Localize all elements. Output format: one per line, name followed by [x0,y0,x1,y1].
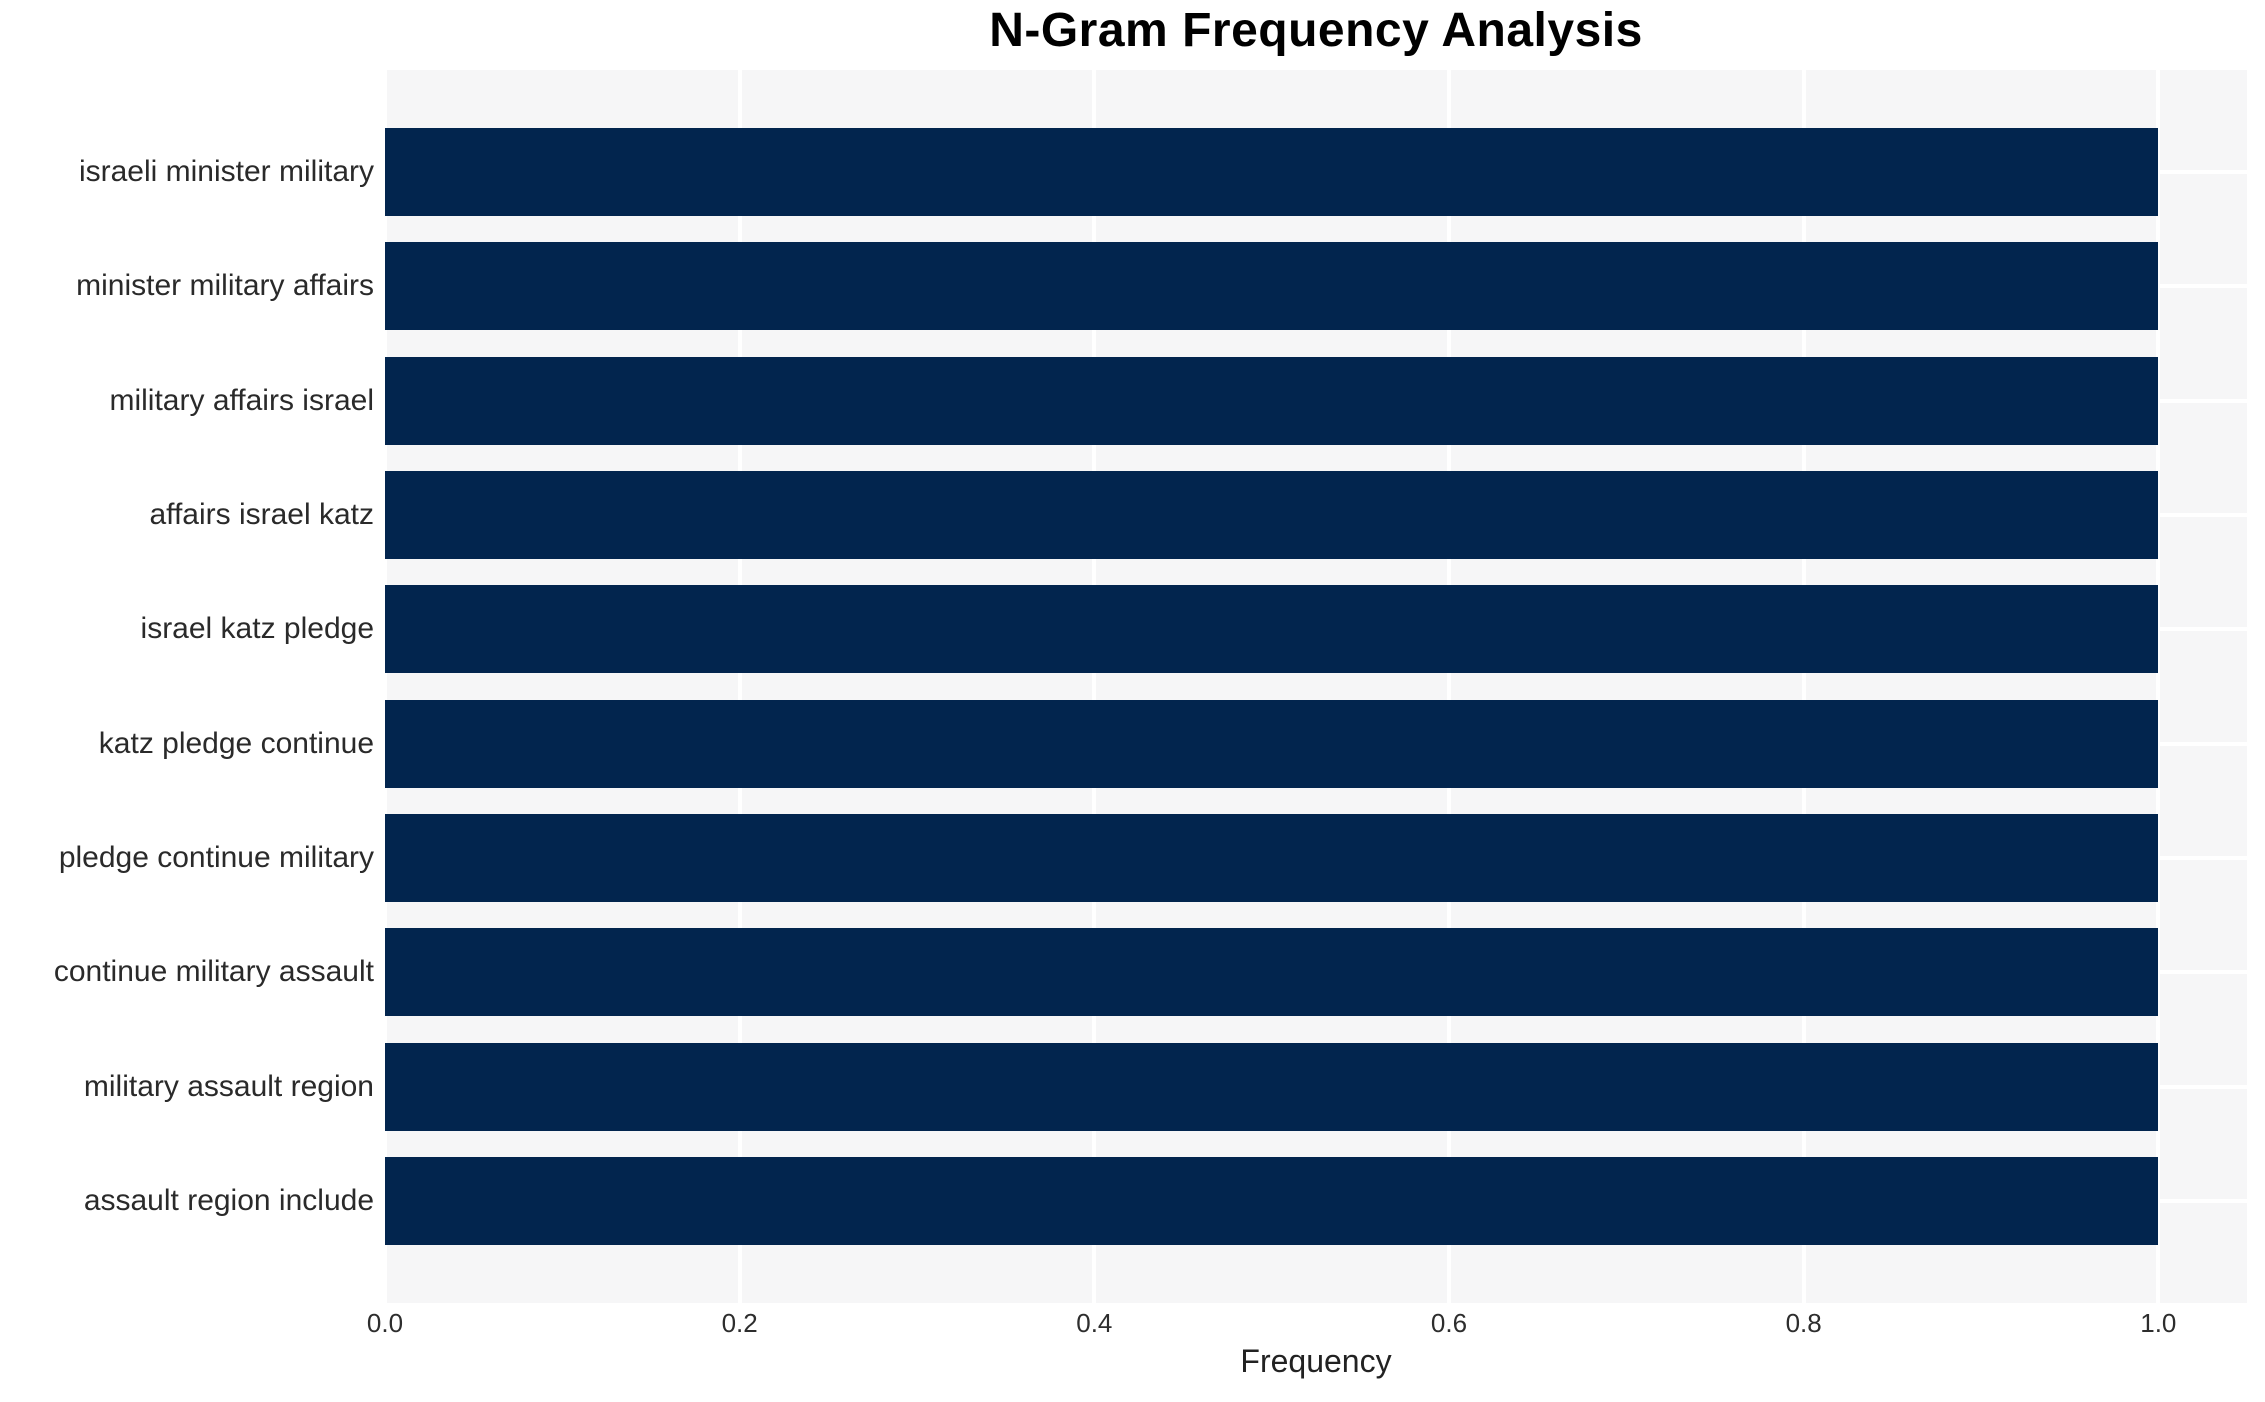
vertical-gridline [385,70,387,1303]
x-axis-label: Frequency [1240,1343,1392,1379]
vertical-gridline [1801,70,1806,1303]
bar-row [385,915,2247,1029]
category-label: israel katz pledge [140,612,374,646]
bar [385,813,2159,902]
bar-row [385,801,2247,915]
bar-row [385,687,2247,801]
bar [385,928,2159,1017]
bar [385,699,2159,788]
x-axis-ticks: 0.0 0.2 0.4 0.6 0.8 1.0 [367,1308,2247,1342]
category-label: military affairs israel [109,383,374,417]
bar-row [385,115,2247,229]
x-tick-label: 0.0 [366,1308,404,1338]
category-label: military assault region [83,1069,374,1103]
chart-title: N-Gram Frequency Analysis [989,4,1643,57]
bar [385,1156,2159,1245]
vertical-gridline [2156,70,2161,1303]
x-tick-label: 0.4 [1076,1308,1113,1338]
x-tick-label: 1.0 [2140,1308,2177,1338]
plot-area [385,70,2247,1303]
vertical-gridline [1447,70,1451,1303]
bar [385,128,2159,217]
x-tick-label: 0.6 [1430,1308,1468,1338]
bar [385,356,2159,445]
bar-row [385,1029,2247,1143]
x-tick-label: 0.8 [1785,1308,1822,1338]
category-label: israeli minister military [78,155,374,189]
category-label: pledge continue military [58,840,374,874]
category-label: minister military affairs [76,269,374,303]
vertical-gridline [737,70,742,1303]
bar-row [385,344,2247,458]
category-label: katz pledge continue [98,726,374,760]
bar [385,471,2159,560]
vertical-gridline [1092,70,1097,1303]
bar [385,242,2159,331]
bar-row [385,458,2247,572]
category-label: continue military assault [53,955,374,989]
bar [385,585,2159,674]
category-label: assault region include [83,1183,374,1217]
bar [385,1042,2159,1131]
x-tick-label: 0.2 [721,1308,758,1338]
category-label: affairs israel katz [149,498,374,532]
y-axis-labels: israeli minister military minister milita… [0,70,374,1303]
bar-row [385,229,2247,343]
bar-row [385,572,2247,686]
bar-row [385,1144,2247,1258]
